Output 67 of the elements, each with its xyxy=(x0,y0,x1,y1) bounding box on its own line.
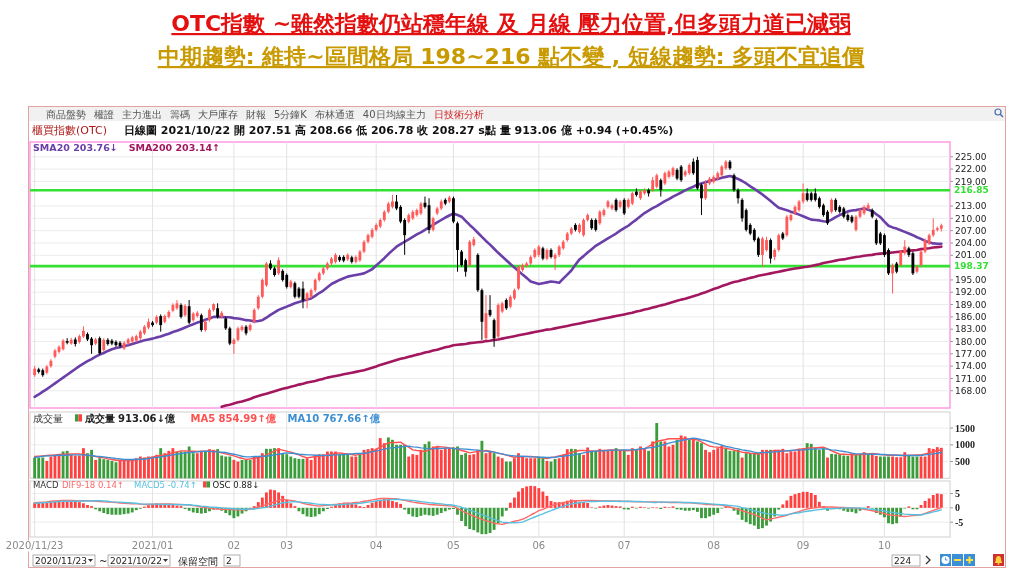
series-label: DIF9-18 0.14↑ xyxy=(61,479,124,490)
ref-line-label: 216.85 xyxy=(954,185,989,196)
x-tick-label: 2020/11/23 xyxy=(5,540,64,551)
y-tick-label: 219.00 xyxy=(955,176,987,187)
text: MA5 854.99↑億 xyxy=(190,412,277,424)
x-tick-label: 04 xyxy=(369,540,383,551)
chart-title: OTC指數 ~雖然指數仍站穩年線 及 月線 壓力位置,但多頭力道已減弱 xyxy=(171,11,851,36)
y-tick-label: 5 xyxy=(955,488,960,500)
text: 40日均線主力 xyxy=(362,109,426,120)
legend-label: 成交量 913.06↓億 xyxy=(83,412,176,424)
y-tick-label: 0 xyxy=(955,502,960,514)
x-tick-label: 05 xyxy=(447,540,460,551)
y-tick-label: 189.00 xyxy=(955,299,987,310)
text: SMA200 203.14↑ xyxy=(128,142,221,153)
text: 保留空間 xyxy=(178,555,218,567)
text: 櫃買指數(OTC) xyxy=(32,124,107,137)
text: 財報 xyxy=(246,109,266,120)
y-tick-label: 174.00 xyxy=(955,361,987,372)
text: ~ xyxy=(99,555,108,567)
x-tick-label: 02 xyxy=(227,540,241,551)
y-tick-label: 171.00 xyxy=(955,373,987,384)
y-tick-label: 186.00 xyxy=(955,312,987,323)
text: SMA20 203.76↓ xyxy=(33,142,118,153)
x-tick-label: 07 xyxy=(617,540,631,551)
text: 主力進出 xyxy=(122,109,162,120)
y-tick-label: 177.00 xyxy=(955,348,987,359)
y-tick-label: 1000 xyxy=(955,439,975,451)
text: 籌碼 xyxy=(170,109,190,120)
number-field: 2 xyxy=(223,554,241,567)
y-tick-label: 168.00 xyxy=(955,385,987,396)
text: 大戶庫存 xyxy=(198,109,238,120)
x-tick-label: 06 xyxy=(532,540,546,551)
x-tick-label: 10 xyxy=(878,540,891,551)
y-tick-label: 213.00 xyxy=(955,201,987,212)
text: 權證 xyxy=(94,109,114,120)
text: MA10 767.66↑億 xyxy=(287,412,381,424)
y-tick-label: 222.00 xyxy=(955,164,987,175)
chart-subtitle: 中期趨勢: 維持~區間格局 198~216 點不變 , 短線趨勢: 多頭不宜追價 xyxy=(157,44,866,69)
text: 日技術分析 xyxy=(433,109,484,120)
text: 日線圖 2021/10/22 開 207.51 高 208.66 低 206.78 收 208.27 s點 量 913.06 億 +0.94 (+0.45%) xyxy=(124,124,674,137)
ref-line-label: 198.37 xyxy=(954,261,989,272)
text: 5分鐘K xyxy=(274,109,308,120)
text: 商品盤勢 xyxy=(46,109,86,120)
x-tick-label: 2021/01 xyxy=(131,540,174,551)
y-tick-label: 201.00 xyxy=(955,250,987,261)
text: 布林通道 xyxy=(314,109,355,120)
date-dropdown: 2020/11/23 xyxy=(32,554,96,567)
count-field: 224 xyxy=(891,554,921,567)
date-dropdown: 2021/10/22 xyxy=(107,554,171,567)
y-tick-label: -5 xyxy=(955,516,964,528)
y-tick-label: 195.00 xyxy=(955,275,987,286)
y-tick-label: 183.00 xyxy=(955,324,987,335)
y-tick-label: 225.00 xyxy=(955,151,987,162)
y-tick-label: 204.00 xyxy=(955,238,987,249)
y-tick-label: 210.00 xyxy=(955,213,987,224)
series-label: MACD5 -0.74↑ xyxy=(134,479,197,490)
y-tick-label: 192.00 xyxy=(955,287,987,298)
y-tick-label: 1500 xyxy=(955,422,975,434)
x-tick-label: 09 xyxy=(796,540,810,551)
chart-title: 成交量 xyxy=(33,412,63,424)
chart-title: MACD xyxy=(33,479,59,490)
x-tick-label: 03 xyxy=(280,540,294,551)
legend-label: OSC 0.88↓ xyxy=(212,479,260,490)
y-tick-label: 180.00 xyxy=(955,336,987,347)
y-tick-label: 207.00 xyxy=(955,225,987,236)
x-tick-label: 08 xyxy=(707,540,721,551)
y-tick-label: 500 xyxy=(955,456,970,468)
